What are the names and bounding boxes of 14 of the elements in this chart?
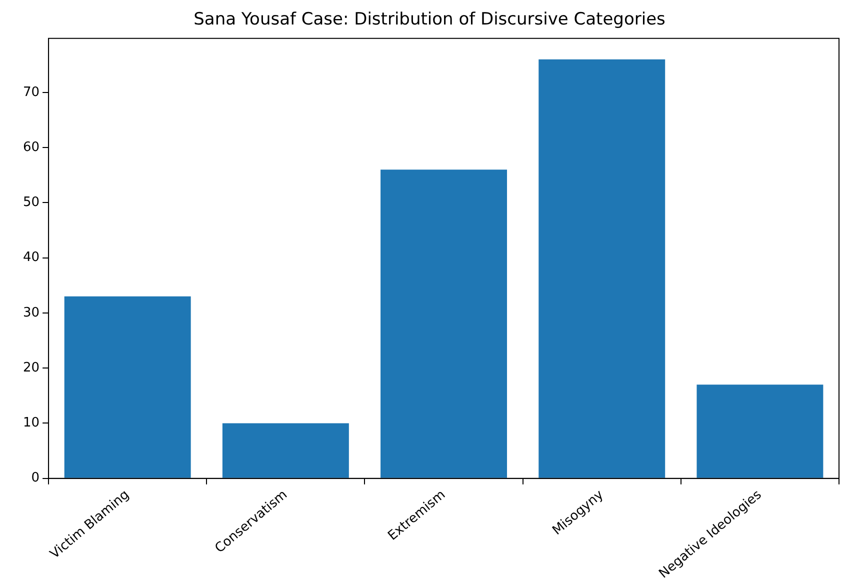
chart-title: Sana Yousaf Case: Distribution of Discursive Categories: [194, 10, 666, 30]
y-tick-label: 0: [31, 470, 40, 486]
y-tick-label: 50: [22, 195, 40, 210]
y-tick-label: 60: [22, 140, 40, 155]
y-tick-label: 40: [22, 250, 40, 266]
bar: [696, 384, 824, 478]
bar: [380, 170, 508, 478]
y-tick-label: 70: [22, 84, 40, 100]
bar: [64, 296, 191, 478]
bar: [222, 423, 349, 478]
bar: [538, 59, 666, 478]
y-tick-label: 30: [22, 305, 40, 320]
y-tick-label: 20: [22, 360, 40, 376]
y-tick-label: 10: [22, 416, 40, 431]
